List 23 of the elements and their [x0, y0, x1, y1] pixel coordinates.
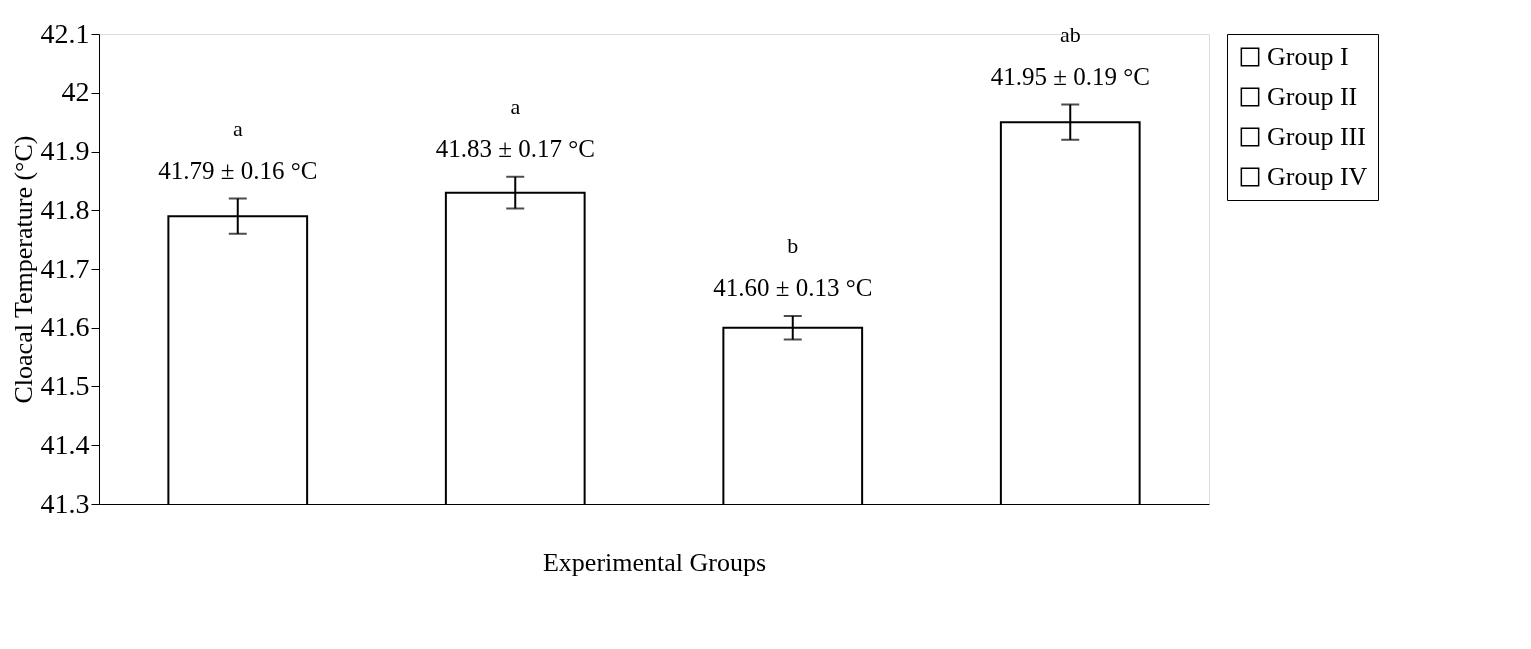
annotation: b	[787, 233, 799, 258]
y-tick-label: 41.3	[40, 487, 90, 519]
annotation: a	[510, 93, 521, 119]
y-tick-label: 41.7	[40, 252, 90, 284]
data-label: 41.60 ± 0.13 °C	[713, 274, 873, 301]
y-tick-label: 42	[61, 76, 90, 108]
y-tick-label: 41.6	[40, 311, 90, 343]
data-label: 41.95 ± 0.19 °C	[990, 62, 1150, 90]
y-axis-title: Cloacal Temperature (°C)	[8, 135, 38, 404]
y-tick-label: 42.1	[40, 17, 90, 49]
y-tick-label: 41.5	[40, 370, 90, 401]
x-axis-title: Experimental Groups	[542, 547, 767, 577]
annotation: ab	[1059, 21, 1081, 47]
y-tick-label: 41.9	[40, 135, 90, 166]
y-tick-label: 41.8	[40, 193, 90, 225]
data-label: 41.83 ± 0.17 °C	[435, 134, 595, 162]
annotation: a	[232, 115, 243, 141]
legend-label: Group IV	[1267, 162, 1368, 191]
legend-label: Group I	[1267, 42, 1349, 71]
y-tick-label: 41.4	[40, 428, 90, 460]
legend-label: Group III	[1267, 122, 1366, 151]
legend-label: Group II	[1267, 82, 1358, 111]
data-label: 41.79 ± 0.16 °C	[158, 156, 318, 184]
